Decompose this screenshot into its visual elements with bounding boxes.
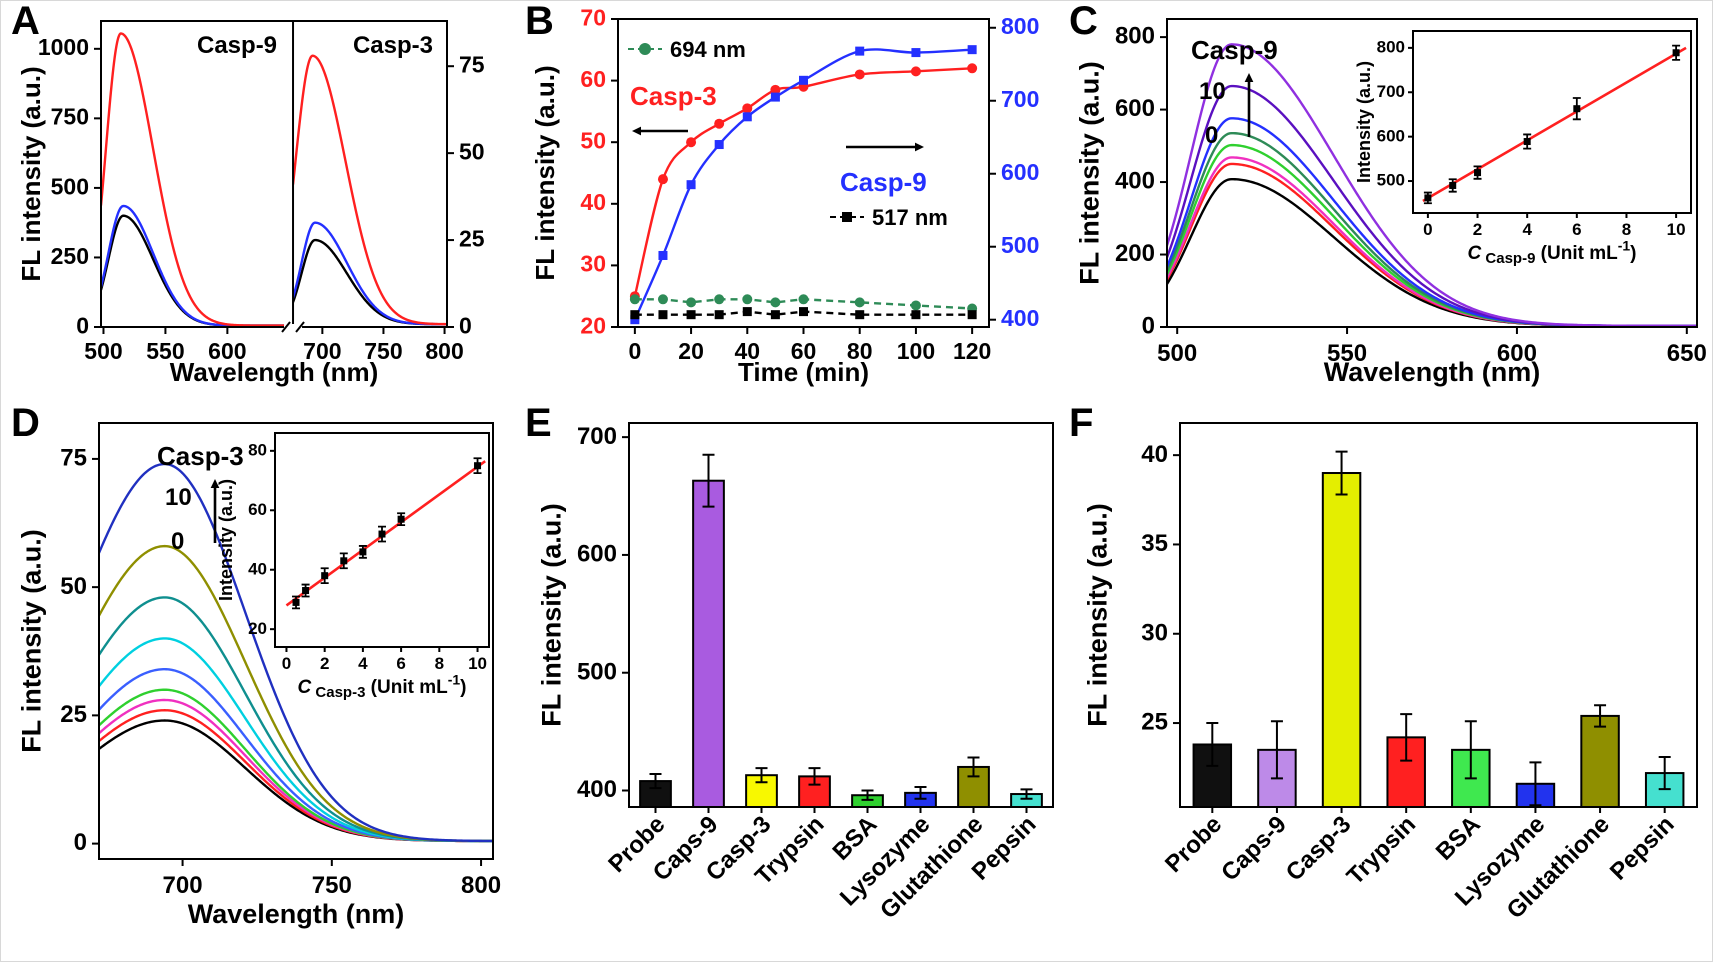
- panel-d-letter: D: [11, 401, 40, 445]
- panel-e: E: [521, 401, 1066, 959]
- panel-f-chart: [1065, 407, 1710, 959]
- panel-c-letter: C: [1069, 0, 1098, 43]
- panel-c-chart: [1065, 5, 1710, 403]
- panel-a: A: [7, 1, 507, 403]
- panel-f-letter: F: [1069, 401, 1094, 445]
- panel-d: D: [7, 401, 507, 959]
- panel-e-letter: E: [525, 401, 552, 445]
- panel-a-letter: A: [11, 0, 40, 43]
- panel-b: B: [521, 1, 1061, 403]
- panel-a-chart: [7, 5, 507, 403]
- panel-d-chart: [7, 407, 507, 959]
- panel-e-chart: [521, 407, 1066, 959]
- panel-b-chart: [521, 5, 1061, 403]
- panel-b-letter: B: [525, 0, 554, 43]
- panel-c: C: [1065, 1, 1710, 403]
- panel-f: F: [1065, 401, 1710, 959]
